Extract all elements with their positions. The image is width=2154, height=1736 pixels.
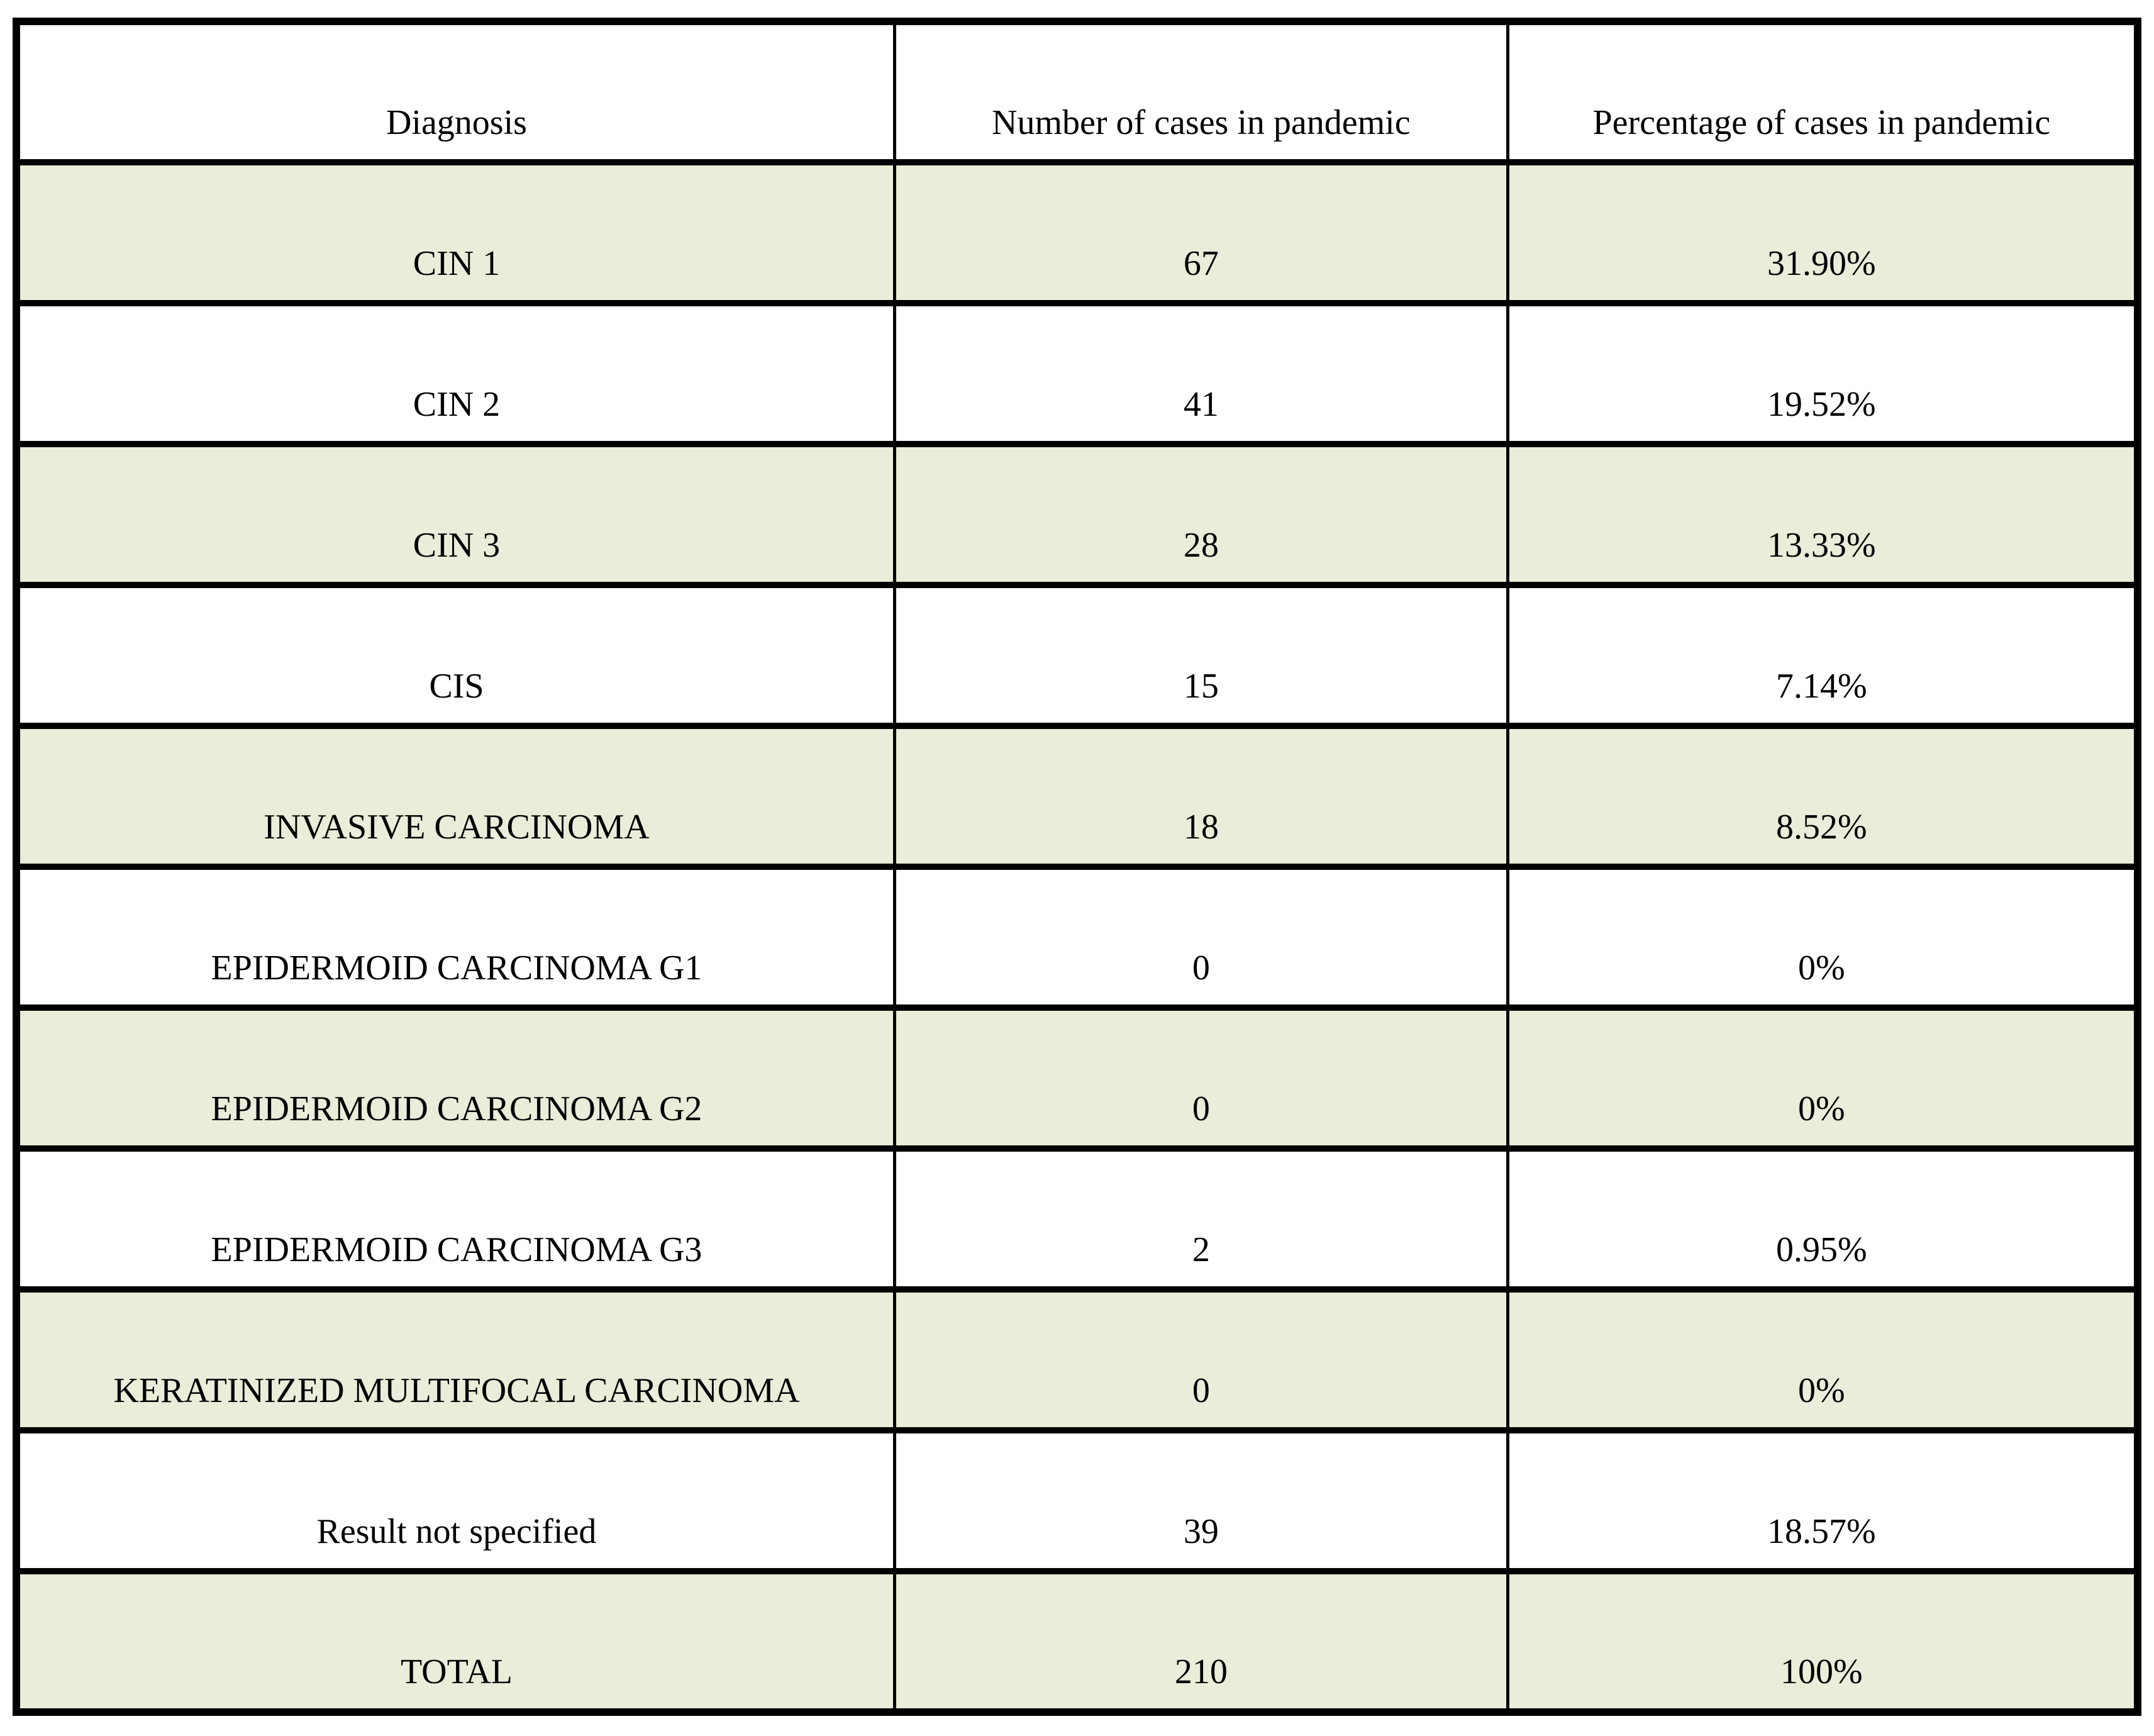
- percentage-cell: 0%: [1506, 1004, 2140, 1152]
- table-row: KERATINIZED MULTIFOCAL CARCINOMA 0 0%: [14, 1286, 2140, 1433]
- diagnosis-cell: CIN 2: [14, 300, 896, 447]
- percentage-cell: 0%: [1506, 1286, 2140, 1433]
- percentage-cell: 18.57%: [1506, 1427, 2140, 1574]
- table-row: EPIDERMOID CARCINOMA G1 0 0%: [14, 864, 2140, 1011]
- header-row: Diagnosis Number of cases in pandemic Pe…: [14, 18, 2140, 165]
- cases-cell: 67: [892, 159, 1509, 306]
- table-row: EPIDERMOID CARCINOMA G3 2 0.95%: [14, 1145, 2140, 1293]
- table-row: TOTAL 210 100%: [14, 1568, 2140, 1715]
- percentage-cell: 8.52%: [1506, 723, 2140, 870]
- cases-cell: 41: [892, 300, 1509, 447]
- cases-cell: 15: [892, 582, 1509, 729]
- cases-cell: 18: [892, 723, 1509, 870]
- percentage-cell: 19.52%: [1506, 300, 2140, 447]
- diagnosis-cell: CIN 3: [14, 441, 896, 588]
- diagnosis-cell: Result not specified: [14, 1427, 896, 1574]
- percentage-cell: 0%: [1506, 864, 2140, 1011]
- table-row: CIN 1 67 31.90%: [14, 159, 2140, 306]
- header-diagnosis: Diagnosis: [14, 18, 896, 165]
- diagnosis-cell: EPIDERMOID CARCINOMA G2: [14, 1004, 896, 1152]
- table-row: Result not specified 39 18.57%: [14, 1427, 2140, 1574]
- cases-cell: 39: [892, 1427, 1509, 1574]
- percentage-cell: 0.95%: [1506, 1145, 2140, 1293]
- cases-cell: 0: [892, 864, 1509, 1011]
- percentage-cell: 31.90%: [1506, 159, 2140, 306]
- cases-cell: 210: [892, 1568, 1509, 1715]
- diagnosis-cell: TOTAL: [14, 1568, 896, 1715]
- cases-cell: 0: [892, 1286, 1509, 1433]
- cases-cell: 2: [892, 1145, 1509, 1293]
- percentage-cell: 13.33%: [1506, 441, 2140, 588]
- diagnosis-cell: KERATINIZED MULTIFOCAL CARCINOMA: [14, 1286, 896, 1433]
- table-row: EPIDERMOID CARCINOMA G2 0 0%: [14, 1004, 2140, 1152]
- diagnosis-cell: CIS: [14, 582, 896, 729]
- diagnosis-cell: CIN 1: [14, 159, 896, 306]
- table-row: CIS 15 7.14%: [14, 582, 2140, 729]
- diagnosis-cell: EPIDERMOID CARCINOMA G1: [14, 864, 896, 1011]
- percentage-cell: 7.14%: [1506, 582, 2140, 729]
- cases-cell: 28: [892, 441, 1509, 588]
- header-percentage: Percentage of cases in pandemic: [1506, 18, 2140, 165]
- diagnosis-cell: INVASIVE CARCINOMA: [14, 723, 896, 870]
- header-cases: Number of cases in pandemic: [892, 18, 1509, 165]
- cases-cell: 0: [892, 1004, 1509, 1152]
- table-row: CIN 2 41 19.52%: [14, 300, 2140, 447]
- percentage-cell: 100%: [1506, 1568, 2140, 1715]
- table-row: CIN 3 28 13.33%: [14, 441, 2140, 588]
- table-row: INVASIVE CARCINOMA 18 8.52%: [14, 723, 2140, 870]
- diagnosis-cell: EPIDERMOID CARCINOMA G3: [14, 1145, 896, 1293]
- diagnosis-table: Diagnosis Number of cases in pandemic Pe…: [13, 18, 2141, 1716]
